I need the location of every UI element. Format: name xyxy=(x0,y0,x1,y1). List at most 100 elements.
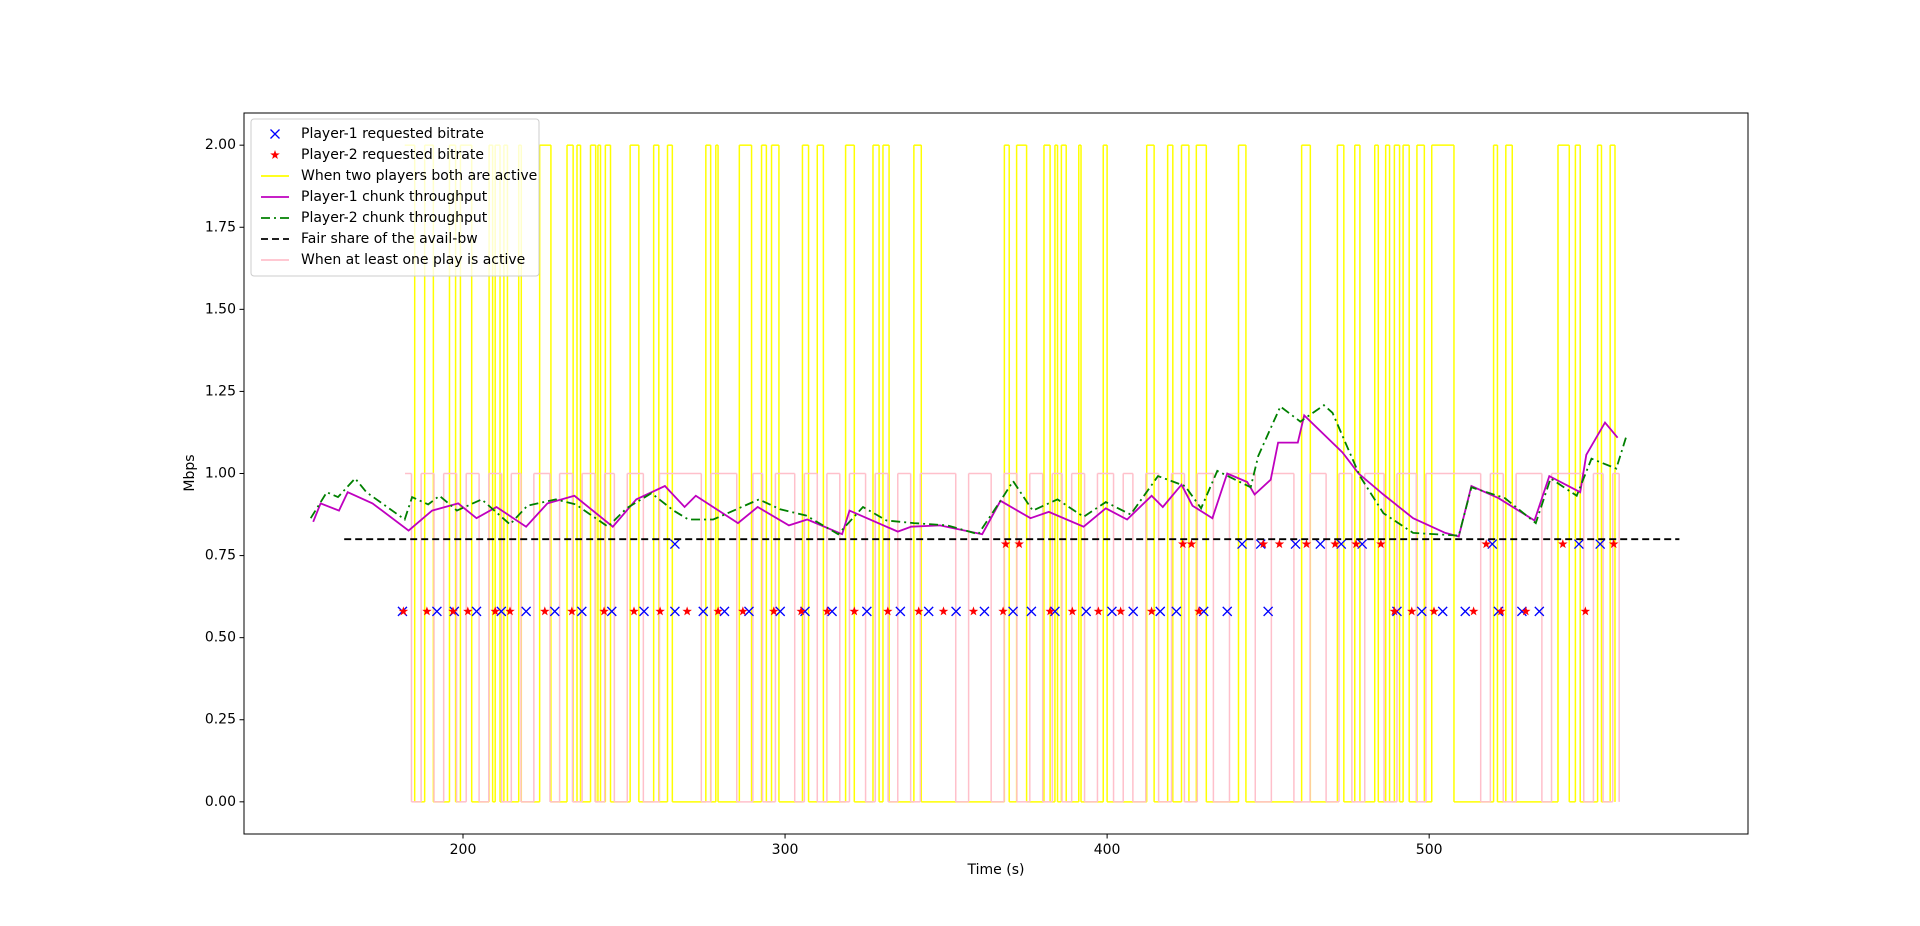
star-marker xyxy=(629,606,639,616)
star-marker xyxy=(1178,539,1188,549)
x-marker xyxy=(1026,606,1037,617)
x-marker xyxy=(669,606,680,617)
x-marker xyxy=(521,606,532,617)
x-tick-label: 300 xyxy=(772,842,799,858)
x-marker xyxy=(639,606,649,617)
star-marker xyxy=(1429,606,1439,616)
x-marker xyxy=(1222,606,1233,617)
x-marker xyxy=(576,606,587,617)
x-marker xyxy=(979,606,990,617)
star-marker xyxy=(1194,606,1204,616)
y-tick-label: 0.25 xyxy=(205,712,236,728)
step-series xyxy=(405,472,1620,803)
x-marker xyxy=(431,606,442,617)
x-tick-label: 400 xyxy=(1094,842,1121,858)
star-marker xyxy=(505,606,515,616)
x-marker xyxy=(744,606,754,617)
y-tick-label: 1.25 xyxy=(205,383,236,399)
star-marker xyxy=(849,606,860,616)
star-marker xyxy=(1407,606,1417,616)
legend: Player-1 requested bitrate Player-2 reque… xyxy=(250,118,540,277)
legend-label: Player-1 chunk throughput xyxy=(301,189,488,205)
star-marker xyxy=(914,606,924,616)
x-marker xyxy=(1171,606,1182,617)
x-marker xyxy=(698,606,709,617)
star-marker xyxy=(1376,539,1386,549)
star-marker xyxy=(655,606,665,616)
star-marker xyxy=(448,606,458,616)
x-marker xyxy=(1595,539,1606,550)
x-marker xyxy=(669,539,680,550)
x-marker xyxy=(1290,539,1301,550)
x-axis-label: Time (s) xyxy=(967,862,1025,878)
series-line xyxy=(312,413,1619,538)
x-marker xyxy=(1081,606,1092,617)
star-marker xyxy=(1351,539,1361,549)
y-tick-label: 1.75 xyxy=(205,219,236,235)
star-marker xyxy=(1301,539,1312,549)
x-marker xyxy=(1336,539,1347,550)
star-marker xyxy=(822,606,832,616)
star-marker xyxy=(1186,539,1197,549)
star-marker xyxy=(738,606,748,616)
star-marker xyxy=(1481,539,1491,549)
legend-label: Player-2 chunk throughput xyxy=(301,210,488,226)
star-marker xyxy=(1146,606,1157,616)
x-marker xyxy=(1237,539,1248,550)
star-marker xyxy=(599,606,609,616)
star-marker xyxy=(1045,606,1055,616)
y-tick-label: 0.00 xyxy=(205,794,236,810)
star-marker xyxy=(1521,606,1531,616)
legend-label: Player-1 requested bitrate xyxy=(301,126,484,142)
x-marker xyxy=(895,606,906,617)
x-marker xyxy=(1008,606,1019,617)
y-tick-label: 0.75 xyxy=(205,548,236,564)
star-marker xyxy=(1608,539,1619,549)
star-marker xyxy=(540,606,550,616)
star-marker xyxy=(1496,606,1506,616)
x-marker xyxy=(951,606,962,617)
star-marker xyxy=(1274,539,1285,549)
star-marker xyxy=(682,606,692,616)
x-marker xyxy=(1263,606,1274,617)
star-marker xyxy=(1115,606,1126,616)
star-marker xyxy=(769,606,779,616)
plot-area xyxy=(309,144,1680,803)
x-marker xyxy=(1128,606,1139,617)
star-marker xyxy=(1468,606,1479,616)
star-marker xyxy=(938,606,949,616)
star-marker xyxy=(1014,539,1024,549)
star-marker xyxy=(796,606,806,616)
x-marker xyxy=(606,606,617,617)
x-marker xyxy=(1106,606,1117,617)
x-marker xyxy=(1315,539,1326,550)
x-marker xyxy=(1534,606,1545,617)
x-marker xyxy=(1460,606,1471,617)
legend-label: When two players both are active xyxy=(301,168,537,184)
legend-label: When at least one play is active xyxy=(301,252,525,268)
x-marker xyxy=(800,606,810,617)
x-marker xyxy=(1487,539,1498,550)
x-marker xyxy=(775,606,786,617)
star-marker xyxy=(1093,606,1104,616)
star-marker xyxy=(1330,539,1340,549)
x-marker xyxy=(1516,606,1527,617)
star-marker xyxy=(422,606,432,616)
star-marker xyxy=(1558,539,1568,549)
star-marker xyxy=(883,606,893,616)
legend-swatch xyxy=(270,150,280,159)
star-marker xyxy=(713,606,723,616)
x-tick-label: 200 xyxy=(450,842,477,858)
x-marker xyxy=(1155,606,1166,617)
x-tick-label: 500 xyxy=(1416,842,1443,858)
x-marker xyxy=(471,606,482,617)
star-marker xyxy=(490,606,500,616)
x-marker xyxy=(1357,539,1368,550)
star-marker xyxy=(1580,606,1591,616)
legend-label: Player-2 requested bitrate xyxy=(301,147,484,163)
y-axis-label: Mbps xyxy=(182,454,198,491)
y-tick-label: 1.50 xyxy=(205,301,236,317)
series-line xyxy=(309,404,1628,537)
star-marker xyxy=(968,606,979,616)
